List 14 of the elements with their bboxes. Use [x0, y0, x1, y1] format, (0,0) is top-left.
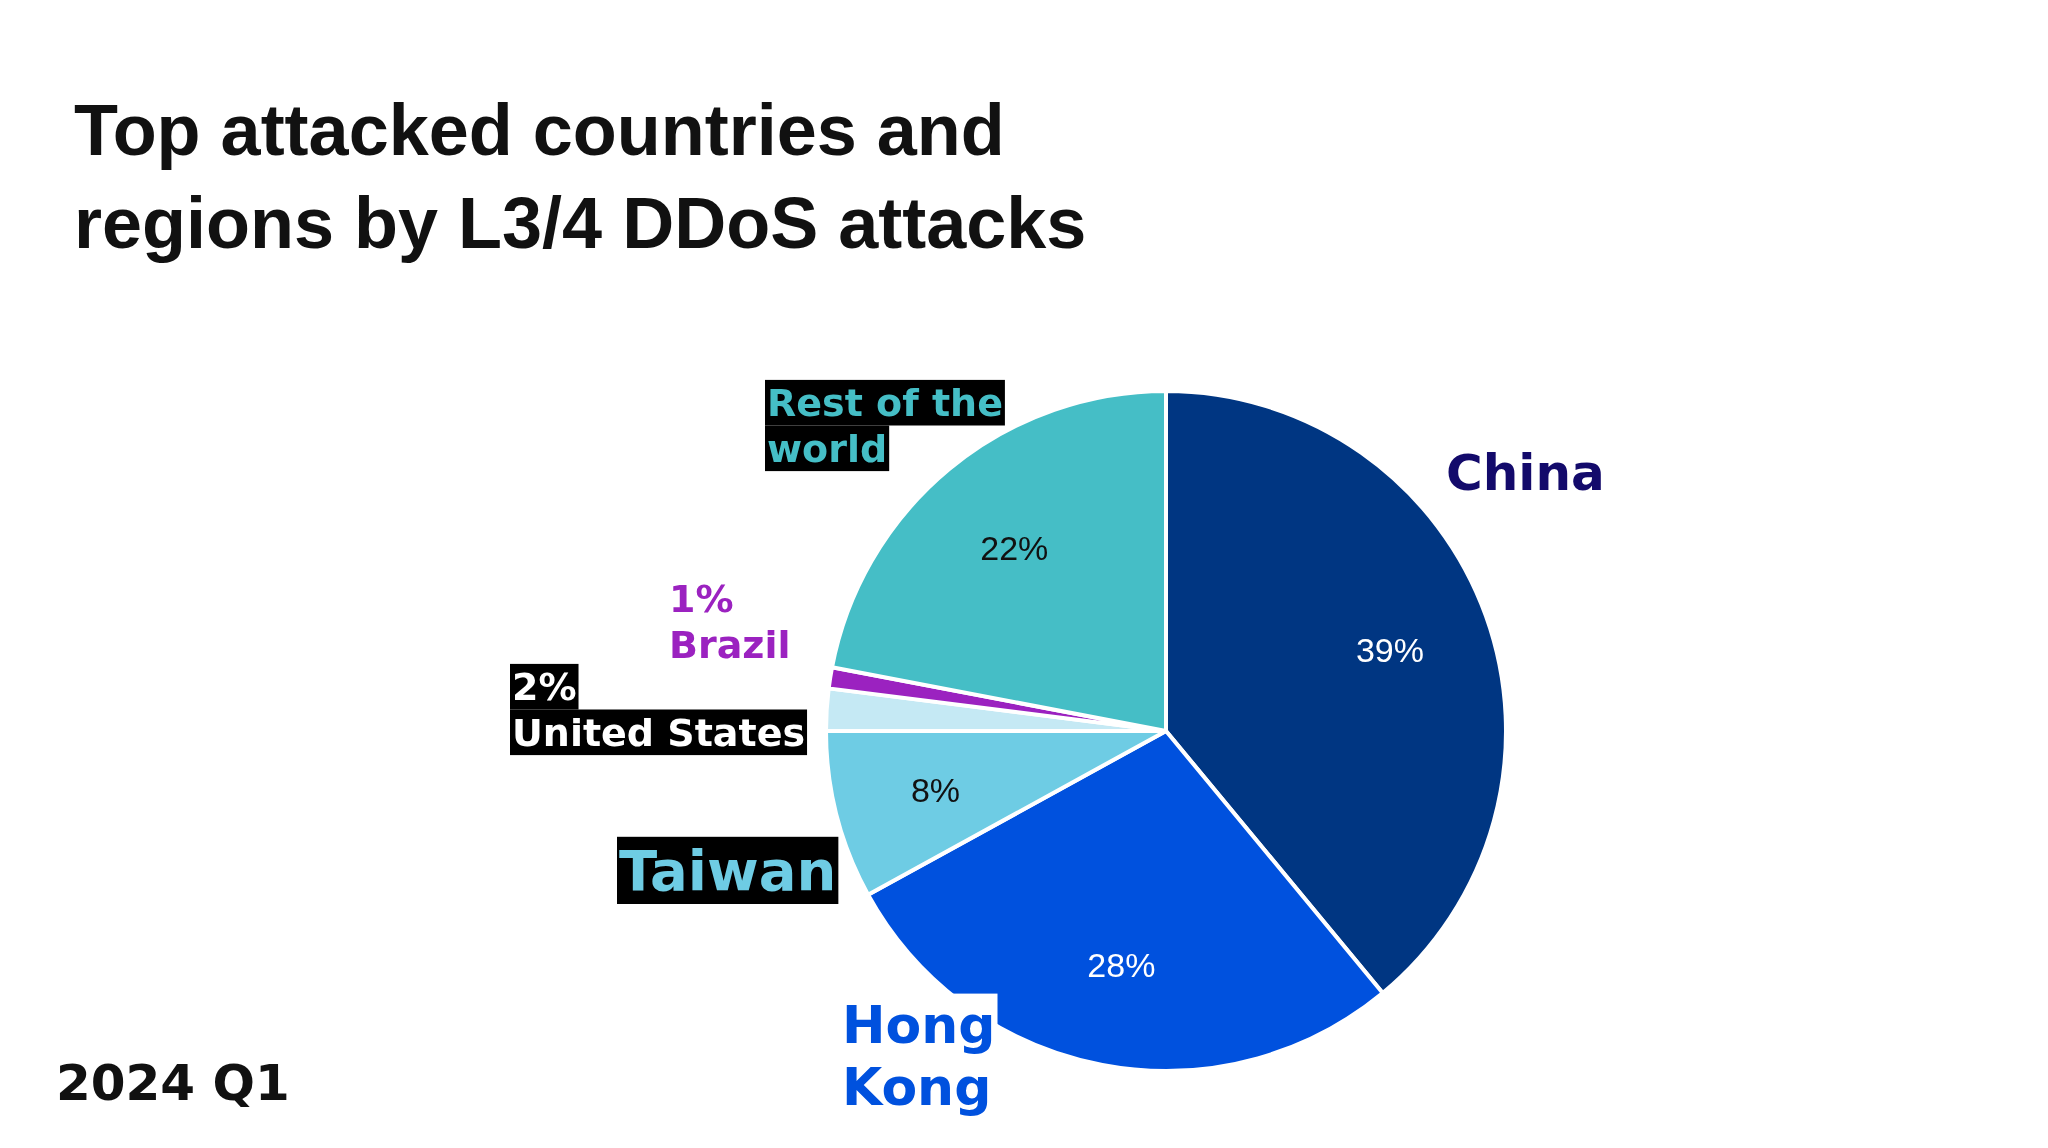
slice-label: Hong Kong — [842, 995, 996, 1118]
data-label: 39% — [1355, 631, 1424, 670]
data-label: 2% — [512, 665, 577, 709]
data-label: 8% — [910, 771, 961, 810]
slice-label: United States — [512, 710, 806, 755]
slice-label: Taiwan — [619, 838, 837, 903]
data-label: 22% — [980, 528, 1049, 567]
chart-title: Top attacked countries and regions by L3/4 DDoS attacks — [74, 90, 1087, 263]
data-label: 28% — [1087, 945, 1156, 984]
slice-label: China — [1446, 444, 1605, 502]
text: 2024 Q1 — [56, 1054, 290, 1112]
slice-label: Rest of the world — [767, 381, 1003, 471]
slice-label: Brazil — [669, 622, 791, 667]
data-label: 1% — [669, 577, 734, 621]
